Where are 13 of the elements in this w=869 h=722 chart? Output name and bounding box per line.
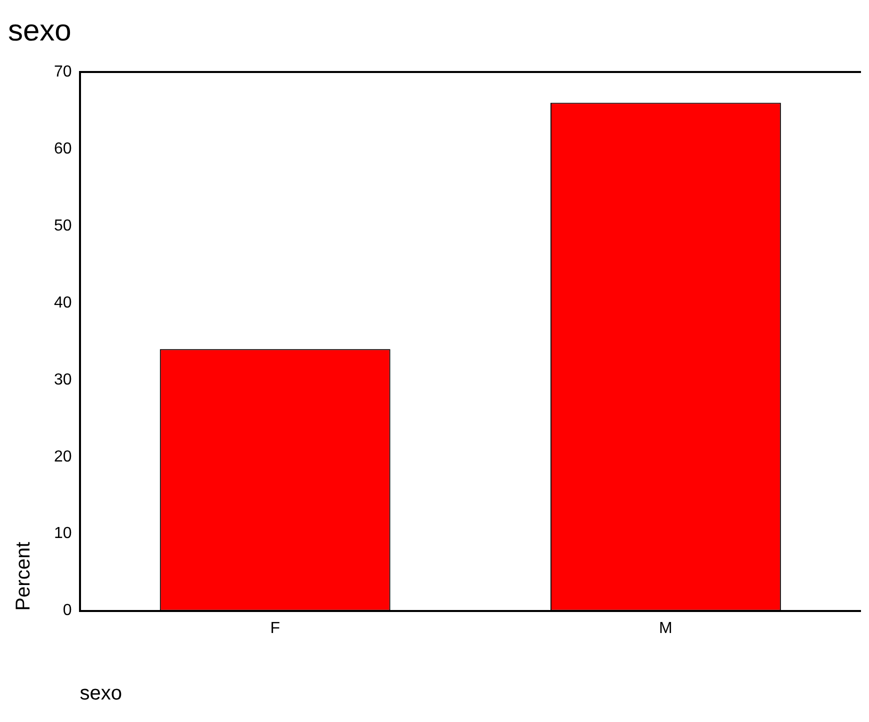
- y-tick-label: 30: [54, 371, 72, 388]
- y-tick-label: 60: [54, 140, 72, 158]
- y-tick-label: 50: [54, 217, 72, 234]
- chart-title: sexo: [8, 14, 72, 48]
- y-tick-label: 70: [54, 63, 72, 80]
- y-tick-label: 20: [54, 448, 72, 466]
- x-tick-label: M: [659, 620, 672, 637]
- y-axis-title: Percent: [12, 541, 35, 611]
- y-tick-label: 10: [54, 525, 72, 542]
- y-tick-label: 40: [54, 294, 72, 312]
- x-axis-title: sexo: [80, 682, 122, 705]
- x-tick-label: F: [270, 620, 280, 637]
- y-tick-label: 0: [62, 602, 72, 620]
